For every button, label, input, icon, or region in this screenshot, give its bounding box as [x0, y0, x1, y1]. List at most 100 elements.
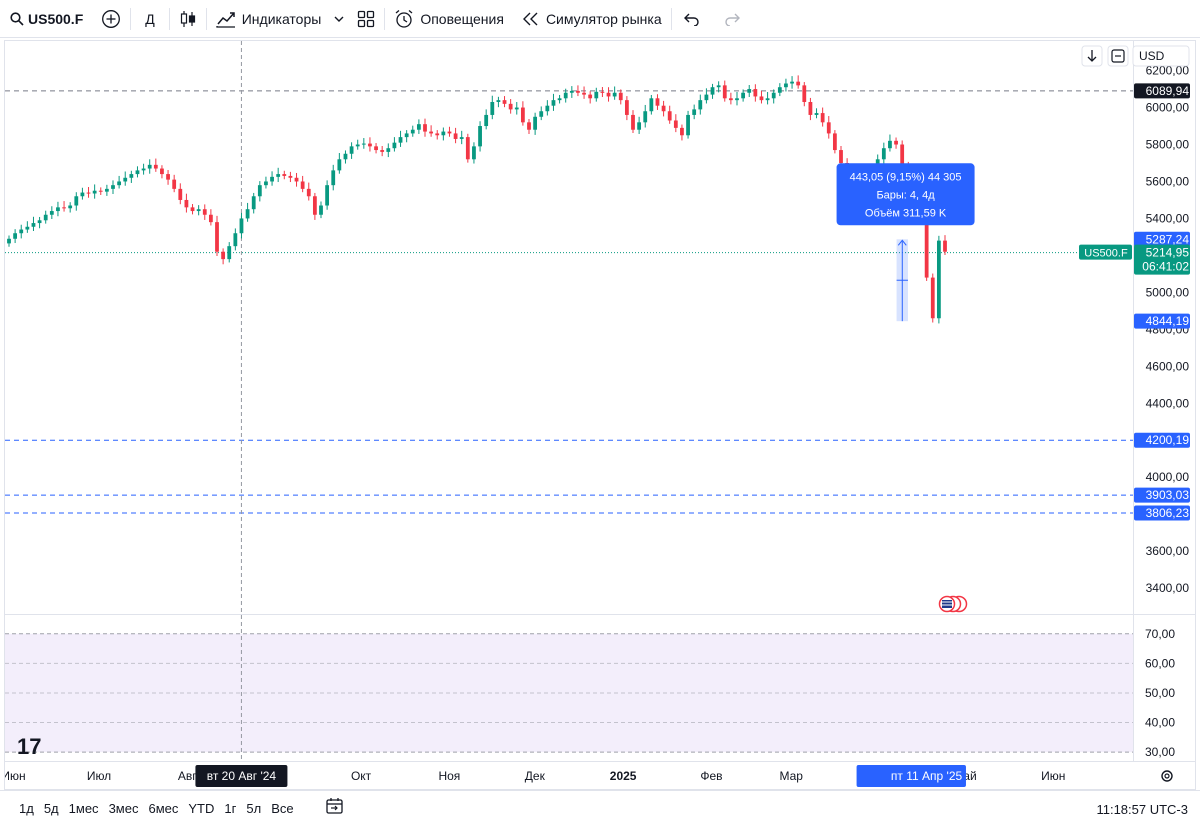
- candle-body: [943, 240, 947, 252]
- indicators-button[interactable]: Индикаторы: [207, 0, 331, 38]
- candle-body: [98, 190, 103, 192]
- snapshot-button[interactable]: [1107, 45, 1129, 67]
- indicators-templates-button[interactable]: [330, 0, 348, 38]
- compare-symbol-button[interactable]: [92, 0, 130, 38]
- candle-body: [502, 100, 507, 104]
- candle-body: [900, 144, 905, 167]
- symbol-search-button[interactable]: US500.F: [0, 0, 92, 38]
- current-price-tag-bg: [1134, 244, 1190, 275]
- time-tick-label: Фев: [700, 769, 722, 783]
- add-symbol-icon: [101, 9, 121, 29]
- range-button[interactable]: 5л: [246, 801, 262, 816]
- candle-body: [606, 92, 611, 97]
- chart-type-button[interactable]: [170, 0, 206, 38]
- candle-body: [741, 92, 746, 99]
- candle-body: [74, 196, 79, 206]
- candle-body: [894, 140, 898, 145]
- redo-button[interactable]: [712, 0, 752, 38]
- candle-body: [465, 137, 470, 160]
- candle-body: [569, 90, 574, 93]
- range-button[interactable]: 1г: [224, 801, 237, 816]
- candle-body: [759, 96, 764, 101]
- price-tick-label: 5800,00: [1146, 138, 1190, 152]
- chart-canvas[interactable]: 443,05 (9,15%) 44 305 Бары: 4, 4д Объём 31…: [5, 41, 1195, 789]
- candle-body: [7, 238, 11, 244]
- currency-selector[interactable]: USD: [1132, 45, 1190, 67]
- candle-body: [129, 174, 134, 178]
- time-tick-label: Ноя: [438, 769, 460, 783]
- time-tick-label: Окт: [351, 769, 372, 783]
- candle-body: [312, 196, 317, 215]
- candle-body: [355, 144, 360, 147]
- measure-top-price-tag: 5287,24: [1146, 232, 1190, 246]
- candle-body: [496, 100, 501, 102]
- candle-body: [924, 190, 929, 278]
- candle-body: [184, 199, 189, 208]
- top-toolbar: US500.F Д Индикаторы: [0, 0, 1200, 38]
- indicator-tick-label: 60,00: [1145, 656, 1175, 670]
- current-price-tag: 5214,95: [1146, 246, 1190, 260]
- measure-tooltip-volume: Объём 311,59 K: [865, 207, 947, 219]
- download-button[interactable]: [1081, 45, 1103, 67]
- layouts-button[interactable]: [348, 0, 384, 38]
- candle-body: [153, 164, 158, 169]
- candle-body: [221, 251, 226, 260]
- toolbar-divider: [130, 7, 132, 30]
- range-button[interactable]: 6мес: [148, 801, 179, 816]
- candle-body: [447, 131, 452, 134]
- calendar-icon[interactable]: [325, 797, 345, 820]
- horizontal-lines[interactable]: [5, 90, 1133, 514]
- price-tick-label: 3600,00: [1146, 544, 1190, 558]
- candle-body: [722, 85, 727, 99]
- range-button[interactable]: Все: [271, 801, 294, 816]
- interval-button[interactable]: Д: [131, 0, 168, 38]
- candle-body: [802, 85, 807, 102]
- time-tick-label: Мар: [779, 769, 803, 783]
- candle-body: [215, 222, 219, 252]
- candle-body: [49, 211, 54, 215]
- time-labels: вт 20 Авг '24 пт 11 Апр '25: [195, 765, 966, 787]
- range-button[interactable]: 1мес: [68, 801, 99, 816]
- candle-body: [325, 185, 330, 206]
- range-button[interactable]: 3мес: [108, 801, 139, 816]
- time-tick-label: Июн: [1041, 769, 1065, 783]
- undo-button[interactable]: [672, 0, 712, 38]
- candle-body: [637, 122, 642, 130]
- gear-icon[interactable]: [1161, 770, 1173, 782]
- candle-body: [251, 196, 256, 210]
- candle-body: [141, 168, 146, 171]
- measure-tool[interactable]: 443,05 (9,15%) 44 305 Бары: 4, 4д Объём 31…: [836, 163, 975, 322]
- indicator-axis[interactable]: 70,00 60,00 50,00 40,00 30,00: [1145, 627, 1175, 759]
- candle-body: [698, 100, 703, 110]
- clock[interactable]: 11:18:57 UTC-3: [1096, 801, 1188, 817]
- candle-body: [178, 188, 183, 200]
- time-tick-label: 2025: [610, 769, 637, 783]
- candle-body: [612, 92, 617, 97]
- candle-body: [478, 126, 482, 147]
- candle-body: [594, 91, 599, 99]
- indicator-levels: [5, 633, 1133, 753]
- alerts-button[interactable]: Оповещения: [385, 0, 513, 38]
- candle-body: [673, 120, 678, 128]
- price-tick-label: 4400,00: [1146, 396, 1190, 410]
- candle-body: [398, 137, 403, 143]
- replay-button[interactable]: Симулятор рынка: [513, 0, 671, 38]
- range-button[interactable]: 5д: [43, 801, 59, 816]
- candle-body: [563, 92, 568, 99]
- measure-arrow-head: [897, 239, 907, 246]
- range-button[interactable]: YTD: [188, 801, 215, 816]
- price-pane[interactable]: [5, 41, 1133, 614]
- candle-body: [349, 146, 354, 154]
- date-range-buttons: 1д 5д 1мес 3мес 6мес YTD 1г 5л Все: [0, 801, 299, 816]
- candle-body: [441, 131, 446, 136]
- interval-label: Д: [145, 10, 155, 27]
- range-button[interactable]: 1д: [19, 801, 34, 816]
- event-flag-icon[interactable]: [938, 595, 968, 613]
- layouts-icon: [357, 10, 375, 28]
- candle-body: [472, 146, 476, 160]
- candles-icon: [179, 10, 197, 28]
- candle-body: [686, 114, 690, 136]
- candle-body: [239, 218, 244, 234]
- replay-icon: [522, 11, 540, 27]
- candle-body: [196, 209, 201, 212]
